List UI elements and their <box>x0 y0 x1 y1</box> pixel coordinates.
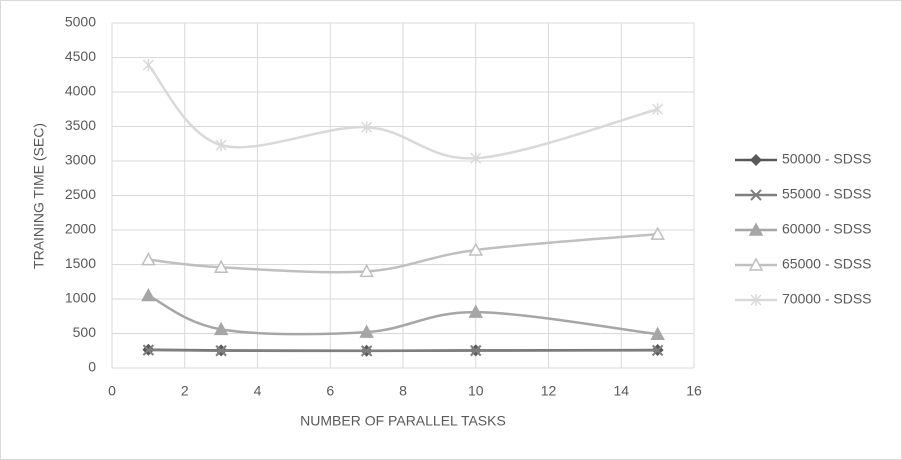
data-point <box>142 344 155 356</box>
data-point <box>650 326 665 340</box>
data-point <box>359 263 374 278</box>
data-point <box>652 103 664 116</box>
data-point <box>141 252 156 266</box>
data-point <box>470 344 482 357</box>
data-point <box>468 304 484 318</box>
x-tick-label: 6 <box>326 383 334 399</box>
x-tick-label: 8 <box>399 383 407 399</box>
data-point <box>470 152 482 165</box>
legend-label: 55000 - SDSS <box>782 186 872 202</box>
y-tick-label: 500 <box>73 324 97 340</box>
data-point <box>215 139 227 152</box>
data-point <box>361 121 373 134</box>
legend-marker <box>748 257 764 271</box>
legend-marker <box>748 222 764 236</box>
data-point <box>213 259 229 274</box>
y-tick-label: 2500 <box>65 186 96 202</box>
legend-label: 65000 - SDSS <box>782 256 872 272</box>
x-tick-label: 0 <box>108 383 116 399</box>
x-axis-label: NUMBER OF PARALLEL TASKS <box>300 413 506 429</box>
y-tick-label: 4000 <box>65 83 96 99</box>
legend-marker <box>750 189 762 201</box>
data-point <box>650 226 665 240</box>
y-tick-label: 1000 <box>65 290 96 306</box>
data-point <box>142 59 154 72</box>
legend-marker <box>750 294 762 306</box>
data-point <box>651 344 664 357</box>
y-tick-label: 3500 <box>65 117 96 133</box>
y-tick-label: 5000 <box>65 14 96 30</box>
data-point <box>468 242 484 256</box>
series-line <box>148 232 658 274</box>
data-point <box>360 345 373 357</box>
y-tick-label: 2000 <box>65 221 96 237</box>
y-tick-label: 1500 <box>65 255 96 271</box>
data-point <box>359 324 374 338</box>
y-tick-label: 0 <box>88 359 96 375</box>
legend-label: 70000 - SDSS <box>782 291 872 307</box>
data-point <box>141 287 156 302</box>
x-tick-label: 16 <box>686 383 702 399</box>
x-tick-label: 4 <box>254 383 262 399</box>
legend-marker <box>750 154 762 166</box>
y-tick-label: 4500 <box>65 48 96 64</box>
legend-label: 50000 - SDSS <box>782 151 872 167</box>
x-tick-label: 2 <box>181 383 189 399</box>
x-tick-label: 12 <box>541 383 557 399</box>
x-tick-label: 10 <box>468 383 484 399</box>
y-tick-label: 3000 <box>65 152 96 168</box>
legend-label: 60000 - SDSS <box>782 221 872 237</box>
data-point <box>213 321 229 336</box>
data-point <box>215 345 227 357</box>
series-line <box>148 348 658 353</box>
y-axis-label: TRAINING TIME (SEC) <box>31 123 47 269</box>
x-tick-label: 14 <box>613 383 629 399</box>
